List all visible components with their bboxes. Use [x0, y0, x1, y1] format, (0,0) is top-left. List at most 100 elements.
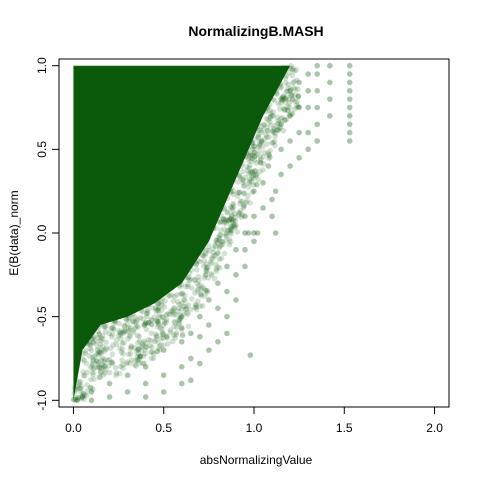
- scatter-point: [188, 267, 195, 273]
- scatter-point: [136, 338, 143, 345]
- scatter-point: [270, 128, 276, 135]
- scatter-point: [110, 325, 116, 331]
- scatter-point: [216, 219, 222, 226]
- scatter-point: [206, 322, 212, 328]
- scatter-point: [155, 320, 162, 327]
- scatter-point: [278, 100, 284, 106]
- scatter-point: [211, 253, 217, 259]
- scatter-point: [101, 323, 107, 330]
- scatter-point: [204, 288, 210, 294]
- scatter-point: [163, 333, 170, 340]
- scatter-point: [215, 250, 221, 257]
- scatter-point: [247, 162, 253, 168]
- scatter-point: [150, 351, 157, 357]
- scatter-point: [233, 272, 239, 278]
- scatter-point: [281, 107, 288, 113]
- scatter-point: [90, 356, 97, 363]
- scatter-point: [292, 98, 298, 105]
- scatter-point: [218, 227, 224, 234]
- scatter-point: [163, 319, 170, 325]
- scatter-point: [276, 125, 283, 131]
- scatter-point: [195, 298, 201, 304]
- scatter-point: [138, 307, 145, 314]
- scatter-point: [172, 319, 178, 326]
- scatter-point: [236, 189, 243, 196]
- scatter-point: [193, 306, 200, 313]
- scatter-point: [91, 323, 98, 330]
- scatter-point: [232, 224, 238, 231]
- scatter-point: [136, 356, 142, 362]
- scatter-point: [247, 150, 253, 157]
- scatter-point: [296, 79, 302, 86]
- scatter-point: [90, 386, 96, 392]
- scatter-point: [245, 170, 252, 177]
- scatter-point: [272, 230, 279, 236]
- scatter-point: [213, 261, 219, 268]
- scatter-point: [277, 80, 284, 86]
- scatter-point: [89, 369, 96, 376]
- scatter-point: [208, 223, 215, 229]
- scatter-point: [293, 67, 300, 73]
- scatter-point: [119, 361, 126, 368]
- scatter-point: [153, 348, 160, 355]
- scatter-point: [199, 252, 206, 259]
- scatter-point: [215, 280, 221, 286]
- scatter-point: [121, 328, 128, 335]
- scatter-point: [181, 296, 187, 303]
- scatter-point: [142, 364, 149, 370]
- scatter-point: [282, 75, 289, 81]
- scatter-point: [161, 320, 168, 327]
- scatter-point: [149, 305, 156, 311]
- scatter-point: [222, 232, 229, 238]
- scatter-point: [242, 263, 248, 270]
- scatter-point: [216, 265, 223, 271]
- scatter-point: [169, 307, 176, 314]
- scatter-point: [158, 335, 165, 342]
- scatter-point: [282, 117, 288, 123]
- scatter-point: [127, 360, 133, 367]
- scatter-point: [206, 347, 212, 353]
- scatter-point: [145, 297, 151, 304]
- scatter-point: [101, 348, 107, 355]
- scatter-point: [198, 283, 205, 289]
- scatter-point: [175, 298, 181, 305]
- scatter-point: [265, 150, 271, 156]
- scatter-point: [111, 320, 117, 327]
- scatter-point: [260, 180, 266, 186]
- scatter-point: [81, 392, 88, 399]
- scatter-point: [143, 344, 150, 351]
- scatter-point: [129, 312, 136, 318]
- scatter-point: [346, 138, 353, 144]
- scatter-point: [346, 87, 353, 94]
- scatter-point: [76, 381, 83, 388]
- scatter-point: [264, 104, 271, 111]
- scatter-point: [223, 220, 230, 226]
- scatter-point: [185, 302, 192, 308]
- scatter-point: [276, 106, 283, 112]
- scatter-point: [97, 370, 104, 376]
- scatter-point: [214, 264, 221, 271]
- scatter-point: [247, 176, 253, 182]
- scatter-point: [185, 274, 192, 281]
- scatter-point: [149, 321, 155, 328]
- scatter-point: [128, 357, 135, 363]
- scatter-point: [264, 105, 271, 112]
- scatter-point: [346, 121, 353, 128]
- scatter-point: [100, 372, 107, 378]
- scatter-point: [220, 215, 227, 222]
- scatter-point: [172, 334, 178, 341]
- scatter-point: [231, 223, 237, 230]
- scatter-point: [160, 372, 167, 379]
- scatter-point: [138, 347, 145, 354]
- scatter-point: [247, 152, 254, 159]
- y-tick-label: 0.0: [35, 224, 49, 241]
- scatter-point: [160, 335, 167, 342]
- scatter-point: [86, 353, 93, 359]
- scatter-point: [242, 174, 249, 181]
- scatter-point: [205, 243, 212, 249]
- scatter-point: [222, 218, 228, 225]
- scatter-point: [252, 172, 259, 178]
- scatter-point: [258, 137, 265, 144]
- scatter-point: [178, 364, 185, 370]
- scatter-point: [144, 308, 151, 315]
